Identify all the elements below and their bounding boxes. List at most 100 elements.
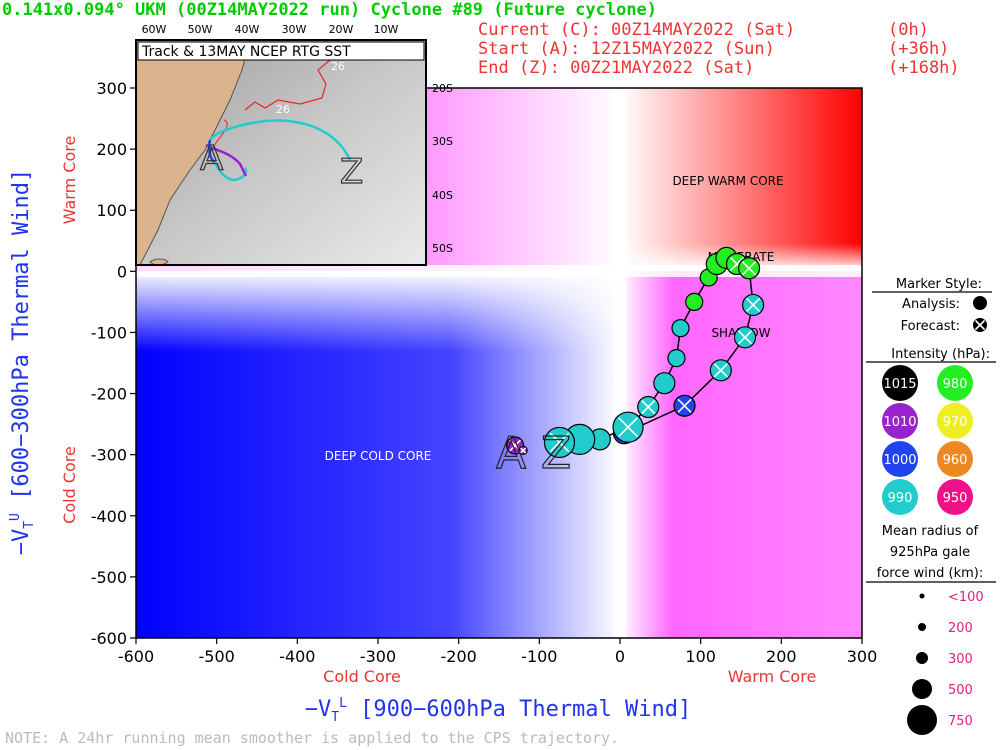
legend-analysis-marker (973, 296, 987, 310)
inset-lon-ticks: 60W 50W 40W 30W 20W 10W (142, 23, 399, 36)
inset-lon-label: 60W (142, 23, 167, 36)
inset-sst-label-1: 26 (331, 60, 345, 73)
radius-size-2: 300 (916, 652, 973, 667)
footer-note: NOTE: A 24hr running mean smoother is ap… (5, 729, 619, 747)
plot-frame (135, 87, 863, 639)
intensity-swatch-950: 950 (937, 479, 973, 515)
start-hour: (+36h) (888, 39, 949, 59)
intensity-swatch-970: 970 (937, 403, 973, 439)
svg-text:1015: 1015 (883, 377, 916, 392)
radius-size-3: 500 (912, 679, 973, 699)
x-tick-label: 0 (615, 647, 625, 666)
x-tick-label: -300 (360, 647, 396, 666)
y-axis-title: −VTU [600−300hPa Thermal Wind] (8, 169, 37, 556)
legend-forecast-label: Forecast: (901, 319, 960, 334)
marker-start-a: A (496, 428, 526, 479)
svg-text:200: 200 (948, 621, 973, 636)
y-tick-label: -500 (91, 568, 127, 587)
y-tick-label: -300 (91, 446, 127, 465)
legend-marker-style: Marker Style: (896, 277, 982, 292)
svg-text:980: 980 (943, 377, 968, 392)
y-axis-cold-core: Cold Core (60, 446, 79, 524)
trajectory-point (518, 445, 528, 455)
trajectory-point (733, 326, 757, 349)
inset-title: Track & 13MAY NCEP RTG SST (141, 44, 351, 60)
trajectory-point (612, 411, 644, 443)
x-tick-label: 100 (685, 647, 716, 666)
legend-radius-sizes: <100 200 300 500 750 (907, 590, 984, 735)
legend-radius-title-2: 925hPa gale (890, 545, 970, 560)
inset-lat-label: 50S (432, 242, 453, 255)
inset-lat-label: 20S (432, 82, 453, 95)
x-tick-label: -100 (521, 647, 557, 666)
radius-size-1: 200 (918, 621, 973, 636)
inset-land (136, 40, 251, 265)
start-label: Start (A): 12Z15MAY2022 (Sun) (478, 39, 775, 59)
intensity-swatch-980: 980 (937, 365, 973, 401)
y-tick-label: -200 (91, 385, 127, 404)
trajectory-point (673, 394, 696, 417)
end-hour: (+168h) (888, 58, 960, 78)
x-tick-label: 200 (766, 647, 797, 666)
y-tick-label: -400 (91, 507, 127, 526)
inset-map: 26 26 A Z Track & 13MAY NCEP RTG SST 60W… (135, 23, 453, 266)
svg-text:500: 500 (948, 683, 973, 698)
inset-lat-label: 30S (432, 135, 453, 148)
inset-lon-label: 30W (282, 23, 307, 36)
svg-text:960: 960 (943, 453, 968, 468)
inset-lon-label: 40W (235, 23, 260, 36)
chart-title: 0.141x0.094° UKM (00Z14MAY2022 run) Cycl… (2, 0, 657, 20)
x-axis-ticks: -600 -500 -400 -300 -200 -100 0 100 200 300 (118, 638, 877, 666)
label-deep-warm-core: DEEP WARM CORE (672, 174, 783, 188)
inset-start-a: A (200, 139, 223, 179)
svg-text:990: 990 (888, 491, 913, 506)
y-tick-label: -100 (91, 323, 127, 342)
current-label: Current (C): 00Z14MAY2022 (Sat) (478, 20, 795, 40)
y-tick-label: 100 (96, 201, 127, 220)
x-tick-label: 300 (847, 647, 878, 666)
inset-lat-ticks: 20S 30S 40S 50S (432, 82, 453, 255)
trajectory-point (709, 359, 732, 382)
trajectory-point (741, 293, 765, 317)
intensity-swatch-1010: 1010 (882, 403, 918, 439)
svg-text:970: 970 (943, 415, 968, 430)
inset-lon-label: 10W (374, 23, 399, 36)
y-axis-warm-core: Warm Core (60, 136, 79, 225)
marker-end-z: Z (541, 428, 571, 479)
legend-analysis-label: Analysis: (902, 297, 960, 312)
y-tick-label: 300 (96, 79, 127, 98)
inset-track-cyan (208, 119, 352, 161)
trajectory-point (637, 395, 660, 419)
svg-text:950: 950 (943, 491, 968, 506)
intensity-swatch-1015: 1015 (882, 365, 918, 401)
y-tick-label: -600 (91, 629, 127, 648)
intensity-swatch-1000: 1000 (882, 441, 918, 477)
inset-lon-label: 20W (329, 23, 354, 36)
intensity-swatch-960: 960 (937, 441, 973, 477)
y-tick-label: 200 (96, 140, 127, 159)
x-tick-label: -400 (279, 647, 315, 666)
x-tick-label: -600 (118, 647, 154, 666)
inset-end-z: Z (340, 152, 363, 192)
x-axis-title: −VTL [900−600hPa Thermal Wind] (305, 696, 692, 725)
svg-text:300: 300 (948, 652, 973, 667)
svg-text:<100: <100 (948, 590, 984, 605)
trajectory-point (543, 426, 576, 459)
radius-size-0: <100 (919, 590, 984, 605)
legend-intensity-title: Intensity (hPa): (891, 347, 990, 362)
x-tick-label: -200 (441, 647, 477, 666)
trajectory-point (671, 319, 690, 338)
trajectory-point (685, 292, 704, 311)
x-axis-cold-core: Cold Core (323, 667, 401, 686)
radius-size-4: 750 (907, 705, 973, 735)
inset-sst-isotherm (244, 40, 331, 111)
svg-text:1010: 1010 (883, 415, 916, 430)
svg-text:750: 750 (948, 714, 973, 729)
inset-lat-label: 40S (432, 189, 453, 202)
trajectory-point (737, 257, 761, 280)
y-tick-label: 0 (117, 262, 127, 281)
end-label: End (Z): 00Z21MAY2022 (Sat) (478, 58, 754, 78)
trajectory-point (667, 349, 686, 368)
